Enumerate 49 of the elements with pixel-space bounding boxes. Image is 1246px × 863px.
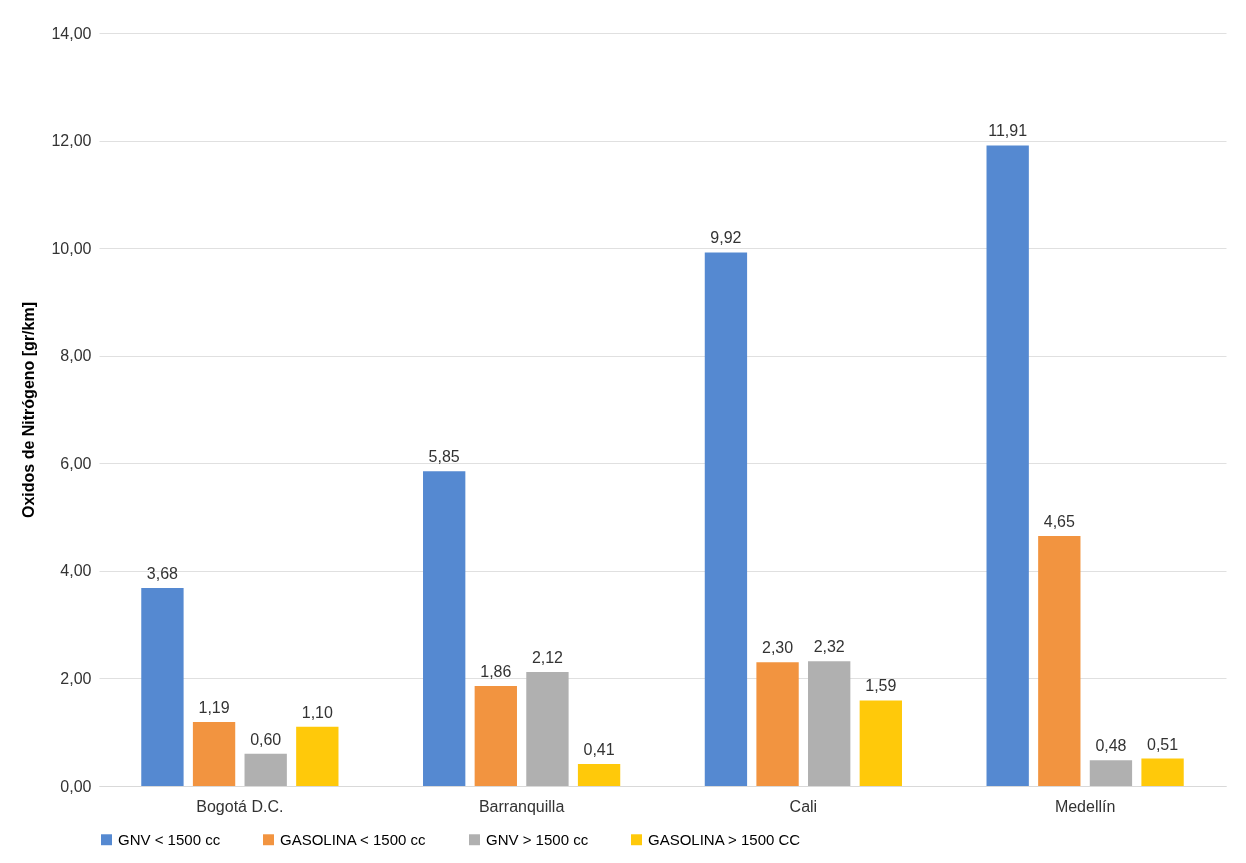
y-tick-label: 6,00	[60, 454, 92, 472]
bar	[296, 726, 339, 786]
bar	[1141, 758, 1184, 786]
data-label: 2,12	[531, 648, 564, 666]
y-tick-label: 2,00	[60, 669, 92, 687]
bar	[1089, 760, 1133, 786]
bar	[986, 145, 1029, 786]
x-tick-label: Cali	[789, 797, 818, 815]
data-label: 9,92	[710, 229, 742, 247]
y-tick-label: 14,00	[51, 24, 92, 42]
data-label: 0,41	[583, 740, 615, 758]
y-tick-label: 4,00	[60, 562, 92, 580]
data-label: 11,91	[988, 122, 1028, 140]
data-label: 2,32	[813, 638, 845, 656]
data-label: 3,68	[146, 565, 179, 583]
bar	[704, 252, 748, 786]
bar	[526, 671, 569, 786]
y-tick-label: 10,00	[51, 239, 92, 257]
bar	[808, 661, 851, 786]
x-tick-label: Barranquilla	[478, 797, 565, 815]
bar	[1038, 535, 1081, 786]
data-label: 4,65	[1043, 512, 1075, 530]
y-tick-label: 8,00	[60, 347, 92, 365]
bar	[141, 588, 184, 786]
bar	[577, 763, 621, 786]
y-tick-label: 0,00	[60, 777, 92, 795]
data-label: 0,60	[250, 730, 282, 748]
x-tick-label: Medellín	[1054, 797, 1116, 815]
bar	[244, 753, 287, 786]
bar	[423, 471, 466, 786]
legend-label: GNV > 1500 cc	[486, 830, 589, 848]
data-label: 1,86	[480, 662, 512, 680]
bar	[756, 662, 799, 786]
bar	[474, 685, 517, 786]
data-label: 1,10	[301, 703, 333, 721]
legend-label: GNV < 1500 cc	[118, 830, 221, 848]
data-label: 1,59	[865, 677, 897, 695]
bar	[859, 700, 902, 786]
legend-label: GASOLINA < 1500 cc	[280, 830, 426, 848]
data-label: 0,48	[1095, 737, 1127, 755]
data-label: 2,30	[761, 639, 794, 657]
legend-label: GASOLINA > 1500 CC	[648, 830, 801, 848]
data-label: 1,19	[198, 698, 230, 716]
y-tick-label: 12,00	[51, 132, 92, 150]
data-label: 0,51	[1147, 735, 1179, 753]
data-label: 5,85	[428, 448, 460, 466]
y-axis-title: Oxidos de Nitrógeno [gr/km]	[20, 301, 38, 519]
bar	[192, 722, 236, 786]
x-tick-label: Bogotá D.C.	[196, 797, 284, 815]
